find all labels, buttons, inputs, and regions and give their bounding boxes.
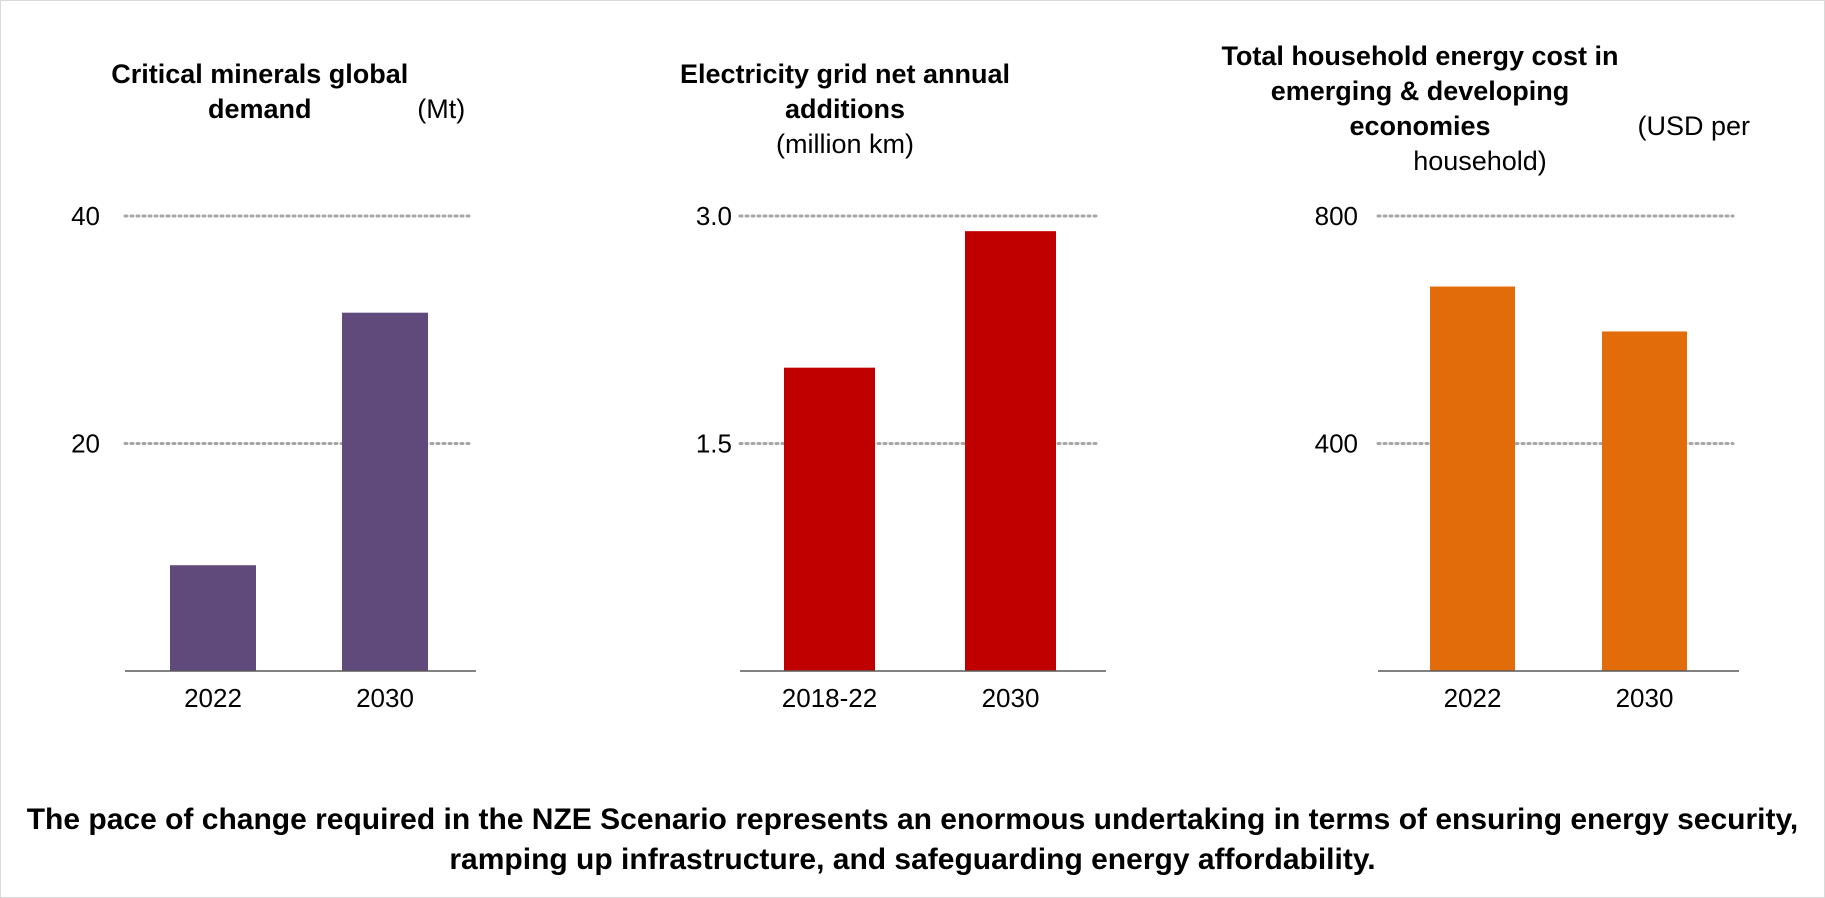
x-tick-label: 2030 bbox=[356, 683, 414, 713]
bar-2030 bbox=[1602, 331, 1687, 671]
chart-critical-minerals: Critical minerals global demand (Mt) 20 4… bbox=[0, 0, 620, 740]
chart-plot: 400 800 2022 2030 bbox=[1315, 201, 1739, 713]
chart-title: Total household energy cost in emerging … bbox=[1140, 39, 1820, 179]
x-tick-label: 2030 bbox=[1616, 683, 1674, 713]
y-tick-label: 40 bbox=[71, 201, 100, 231]
y-tick-label: 800 bbox=[1315, 201, 1358, 231]
y-tick-label: 1.5 bbox=[696, 429, 732, 459]
x-tick-label: 2022 bbox=[184, 683, 242, 713]
chart-plot: 1.5 3.0 2018-22 2030 bbox=[696, 201, 1106, 713]
chart-title-text: Total household energy cost in emerging … bbox=[1221, 41, 1619, 141]
y-tick-label: 20 bbox=[71, 429, 100, 459]
chart-title-unit: (Mt) bbox=[417, 94, 466, 124]
y-tick-label: 400 bbox=[1315, 429, 1358, 459]
chart-title-text: Critical minerals global demand bbox=[111, 59, 409, 124]
y-tick-label: 3.0 bbox=[696, 201, 732, 231]
chart-household-cost: Total household energy cost in emerging … bbox=[1140, 0, 1820, 740]
x-tick-label: 2018-22 bbox=[782, 683, 877, 713]
bar-2022 bbox=[1430, 286, 1515, 671]
chart-title-unit: (USD per household) bbox=[1413, 111, 1751, 176]
figure-caption: The pace of change required in the NZE S… bbox=[26, 803, 1799, 876]
bar-2022 bbox=[170, 565, 256, 671]
x-tick-label: 2022 bbox=[1444, 683, 1502, 713]
chart-title-unit: (million km) bbox=[776, 129, 914, 159]
chart-title: Electricity grid net annual additions (m… bbox=[620, 57, 1070, 162]
bar-2030 bbox=[342, 312, 428, 671]
bar-2018-22 bbox=[784, 367, 875, 671]
chart-title: Critical minerals global demand (Mt) bbox=[0, 57, 575, 127]
chart-title-text: Electricity grid net annual additions bbox=[679, 59, 1011, 124]
x-tick-label: 2030 bbox=[982, 683, 1040, 713]
bar-2030 bbox=[965, 231, 1056, 671]
chart-grid-additions: Electricity grid net annual additions (m… bbox=[620, 0, 1140, 740]
chart-plot: 20 40 2022 2030 bbox=[71, 201, 476, 713]
